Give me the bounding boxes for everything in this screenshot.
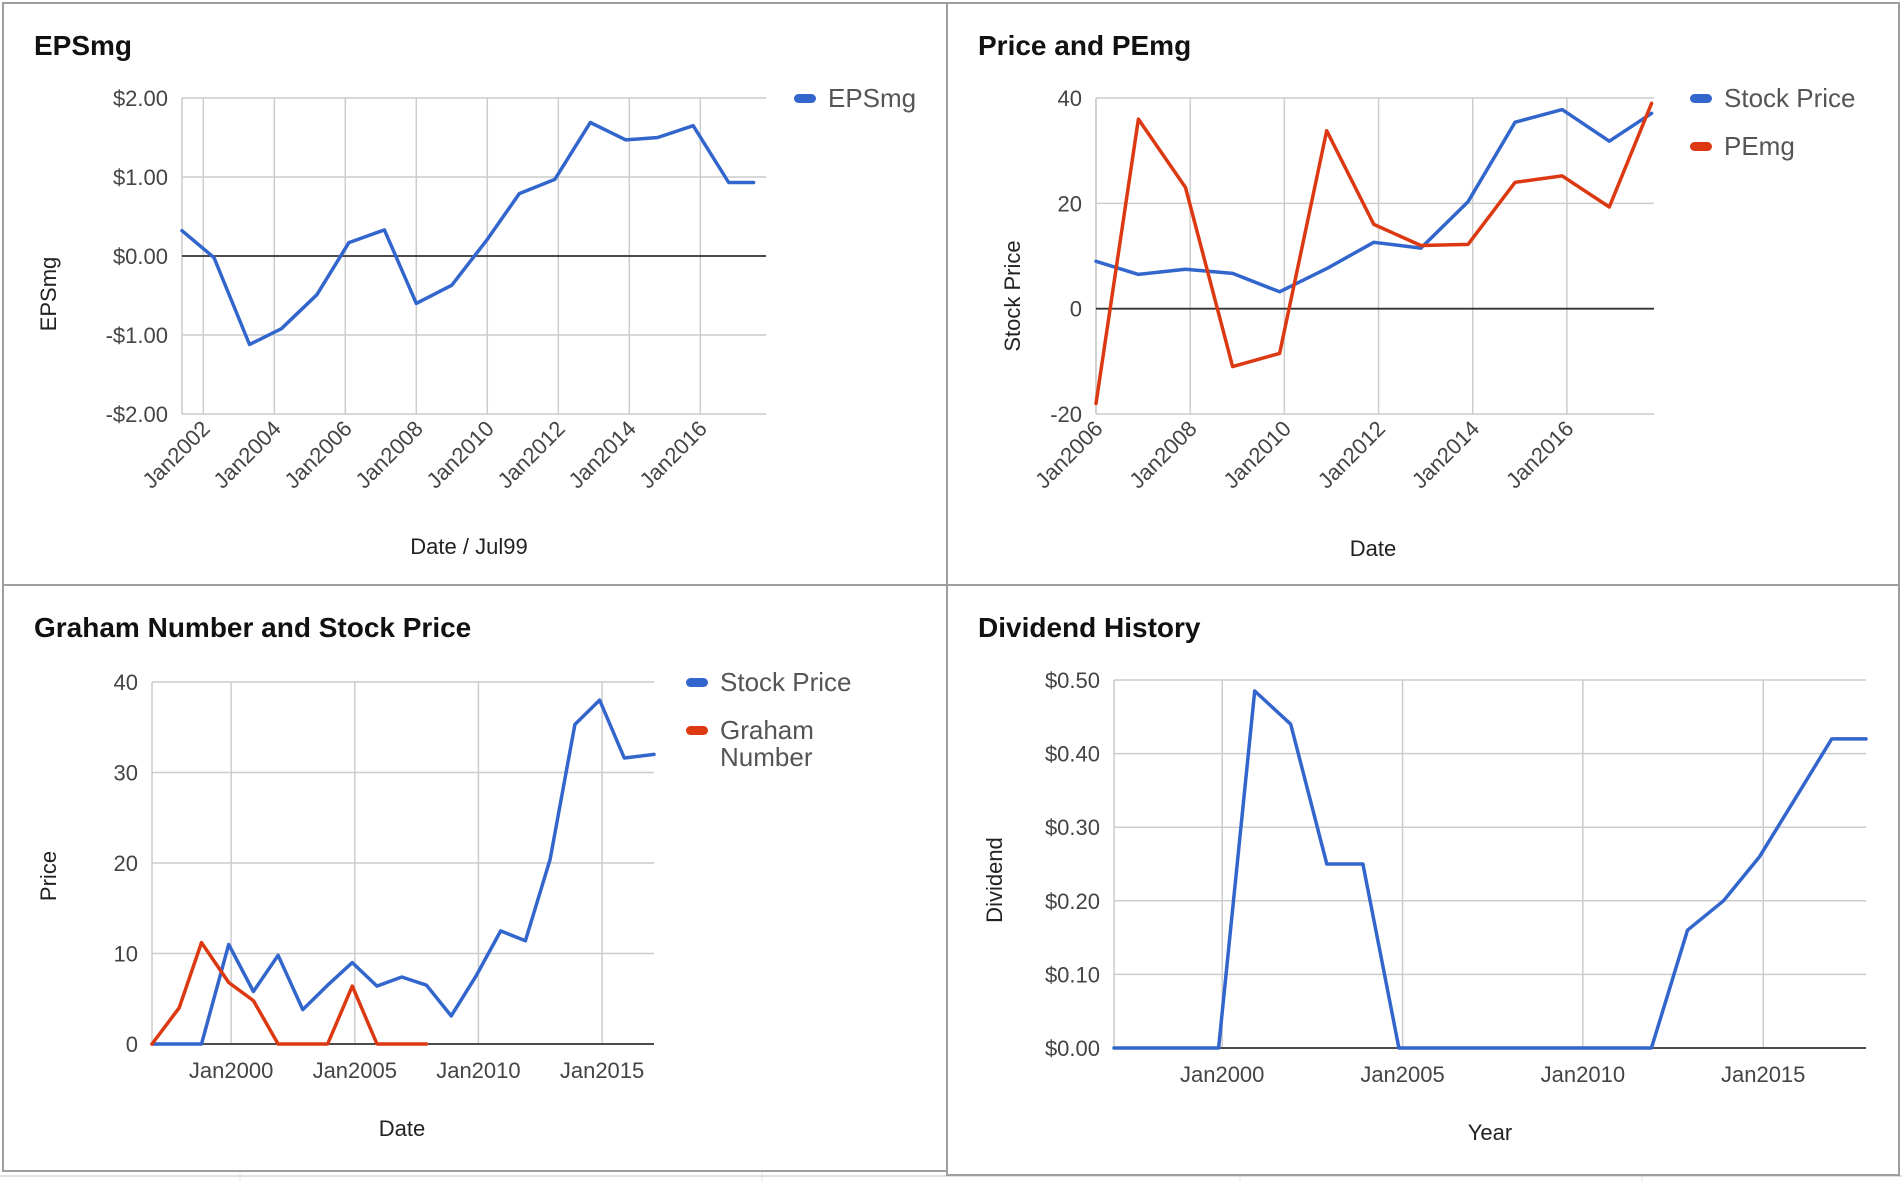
x-axis-title: Date <box>379 1116 425 1141</box>
legend-label: PEmg <box>1724 131 1795 161</box>
y-tick-label: $0.50 <box>1045 668 1100 693</box>
y-tick-label: -$1.00 <box>106 323 168 348</box>
x-tick-label: Jan2012 <box>1313 416 1390 493</box>
y-tick-label: $1.00 <box>113 165 168 190</box>
x-tick-label: Jan2014 <box>1407 416 1484 493</box>
legend-swatch <box>794 94 816 103</box>
x-tick-label: Jan2015 <box>560 1058 644 1083</box>
y-tick-label: 40 <box>114 670 138 695</box>
y-tick-label: 0 <box>126 1032 138 1057</box>
y-tick-label: -$2.00 <box>106 402 168 427</box>
legend-label: Number <box>720 742 813 772</box>
x-tick-label: Jan2002 <box>137 416 214 493</box>
chart-panel-graham[interactable]: Graham Number and Stock Price 0 10 20 30 40 J… <box>2 584 948 1172</box>
x-tick-label: Jan2010 <box>421 416 498 493</box>
x-tick-label: Jan2010 <box>1219 416 1296 493</box>
x-tick-label: Jan2000 <box>189 1058 273 1083</box>
chart-title: Dividend History <box>978 612 1201 643</box>
y-axis-title: Price <box>36 851 61 901</box>
legend-swatch <box>1690 142 1712 151</box>
legend-label: Stock Price <box>1724 83 1856 113</box>
y-tick-label: $0.10 <box>1045 962 1100 987</box>
chart-graham: 0 10 20 30 40 Jan2000 Jan2005 Jan2010 Jan2015 Dat… <box>36 667 852 1141</box>
x-tick-label: Jan2005 <box>313 1058 397 1083</box>
chart-panel-price-pemg[interactable]: Price and PEmg -20 0 20 40 Jan2006 Jan2008 Jan… <box>946 2 1900 586</box>
x-tick-label: Jan2004 <box>208 416 285 493</box>
x-tick-label: Jan2005 <box>1360 1062 1444 1087</box>
y-tick-label: $0.30 <box>1045 815 1100 840</box>
x-tick-label: Jan2012 <box>492 416 569 493</box>
x-tick-label: Jan2014 <box>563 416 640 493</box>
y-tick-label: $0.00 <box>1045 1036 1100 1061</box>
y-tick-label: 30 <box>114 761 138 786</box>
y-tick-label: $0.00 <box>113 244 168 269</box>
x-tick-label: Jan2008 <box>350 416 427 493</box>
y-axis-title: EPSmg <box>36 257 61 332</box>
x-axis-title: Date <box>1350 536 1396 561</box>
chart-title: EPSmg <box>34 30 133 61</box>
y-tick-label: 10 <box>114 942 138 967</box>
chart-dividend: $0.00 $0.10 $0.20 $0.30 $0.40 $0.50 Jan2000 Jan… <box>982 668 1868 1145</box>
legend-label: Stock Price <box>720 667 852 697</box>
x-tick-label: Jan2016 <box>1501 416 1578 493</box>
x-tick-label: Jan2006 <box>279 416 356 493</box>
y-tick-label: 20 <box>1058 191 1082 216</box>
x-tick-label: Jan2010 <box>436 1058 520 1083</box>
series-line <box>150 940 429 1046</box>
y-tick-label: 0 <box>1070 297 1082 322</box>
y-tick-label: $0.20 <box>1045 889 1100 914</box>
series-line <box>150 698 656 1046</box>
chart-title: Price and PEmg <box>978 30 1192 61</box>
x-tick-label: Jan2008 <box>1124 416 1201 493</box>
x-axis-title: Date / Jul99 <box>410 534 527 559</box>
y-tick-label: 40 <box>1058 86 1082 111</box>
chart-title: Graham Number and Stock Price <box>34 612 472 643</box>
series-line <box>1094 101 1654 406</box>
x-tick-label: Jan2016 <box>634 416 711 493</box>
chart-panel-dividend[interactable]: Dividend History $0.00 $0.10 $0.20 $0.30 $0.… <box>946 584 1900 1176</box>
x-axis-title: Year <box>1468 1120 1512 1145</box>
chart-epsmg: -$2.00-$1.00$0.00$1.00$2.00Jan2002Jan200… <box>36 83 916 559</box>
series-line <box>1094 107 1654 294</box>
x-tick-label: Jan2010 <box>1541 1062 1625 1087</box>
legend-label: Graham <box>720 715 814 745</box>
legend-swatch <box>686 726 708 735</box>
x-tick-label: Jan2015 <box>1721 1062 1805 1087</box>
y-axis-title: Dividend <box>982 837 1007 923</box>
legend-label: EPSmg <box>828 83 916 113</box>
legend-swatch <box>686 678 708 687</box>
chart-panel-epsmg[interactable]: EPSmg -$2.00 -$1.00 $0.00 $1.00 $2.00 Jan2002… <box>2 2 948 586</box>
y-tick-label: $2.00 <box>113 86 168 111</box>
series-line <box>180 120 756 347</box>
y-axis-title: Stock Price <box>1000 240 1025 351</box>
y-tick-label: $0.40 <box>1045 742 1100 767</box>
y-tick-label: -20 <box>1050 402 1082 427</box>
x-tick-label: Jan2006 <box>1030 416 1107 493</box>
x-tick-label: Jan2000 <box>1180 1062 1264 1087</box>
legend-swatch <box>1690 94 1712 103</box>
series-line <box>1112 689 1868 1050</box>
y-tick-label: 20 <box>114 851 138 876</box>
